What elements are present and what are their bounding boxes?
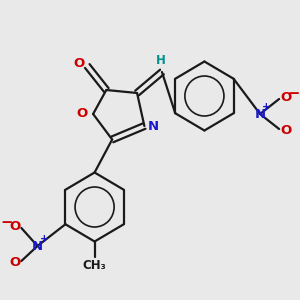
Text: CH₃: CH₃ bbox=[83, 259, 106, 272]
Text: O: O bbox=[280, 124, 291, 137]
Text: N: N bbox=[254, 107, 266, 121]
Text: +: + bbox=[262, 102, 271, 112]
Text: N: N bbox=[148, 120, 159, 133]
Text: −: − bbox=[1, 215, 13, 230]
Text: O: O bbox=[9, 220, 21, 233]
Text: O: O bbox=[74, 57, 85, 70]
Text: O: O bbox=[76, 107, 88, 120]
Text: N: N bbox=[32, 239, 43, 253]
Text: H: H bbox=[155, 54, 165, 67]
Text: +: + bbox=[40, 234, 48, 244]
Text: O: O bbox=[9, 256, 21, 269]
Text: −: − bbox=[287, 86, 299, 101]
Text: O: O bbox=[280, 91, 291, 104]
